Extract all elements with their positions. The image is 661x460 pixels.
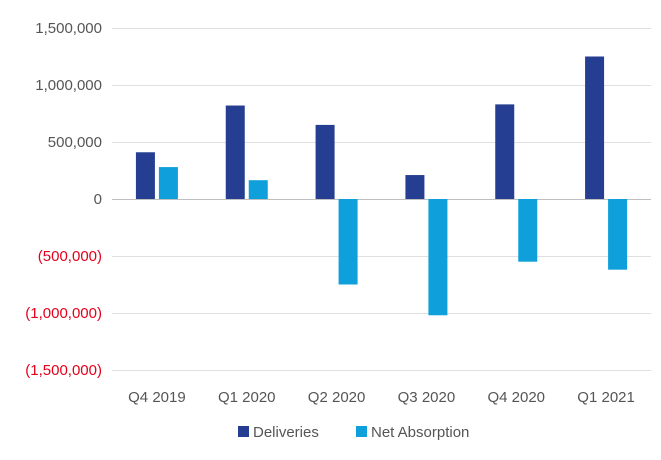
y-tick-label: 1,500,000 <box>35 20 102 37</box>
bars <box>135 56 628 316</box>
legend: Deliveries Net Absorption <box>238 424 469 441</box>
bar-deliveries-q1-2020 <box>225 105 245 199</box>
bar-deliveries-q4-2019 <box>135 152 155 199</box>
x-tick-label: Q1 2020 <box>218 389 276 406</box>
bar-deliveries-q3-2020 <box>405 175 425 199</box>
x-tick-label: Q3 2020 <box>398 389 456 406</box>
bar-net-absorption-q4-2019 <box>158 167 178 199</box>
bar-net-absorption-q3-2020 <box>428 199 448 316</box>
legend-label-net-absorption: Net Absorption <box>371 424 469 441</box>
legend-label-deliveries: Deliveries <box>253 424 319 441</box>
bar-deliveries-q1-2021 <box>585 56 605 199</box>
x-tick-label: Q4 2019 <box>128 389 186 406</box>
y-tick-label: 500,000 <box>48 134 102 151</box>
x-tick-label: Q4 2020 <box>487 389 545 406</box>
bar-deliveries-q2-2020 <box>315 124 335 199</box>
bar-net-absorption-q1-2021 <box>608 199 628 270</box>
x-tick-label: Q1 2021 <box>577 389 635 406</box>
bar-net-absorption-q2-2020 <box>338 199 358 285</box>
gridlines <box>112 28 651 371</box>
bar-net-absorption-q1-2020 <box>248 180 268 199</box>
legend-swatch-deliveries <box>238 426 249 437</box>
bar-deliveries-q4-2020 <box>495 104 515 199</box>
y-tick-label: (500,000) <box>38 248 102 265</box>
bar-net-absorption-q4-2020 <box>518 199 538 262</box>
y-tick-label: 1,000,000 <box>35 77 102 94</box>
y-tick-label: (1,500,000) <box>25 362 102 379</box>
x-tick-label: Q2 2020 <box>308 389 366 406</box>
y-axis-tick-labels: 1,500,000 1,000,000 500,000 0 (500,000) (1,00… <box>25 20 102 379</box>
y-tick-label: (1,000,000) <box>25 305 102 322</box>
y-tick-label: 0 <box>94 191 102 208</box>
legend-swatch-net-absorption <box>356 426 367 437</box>
x-axis-tick-labels: Q4 2019 Q1 2020 Q2 2020 Q3 2020 Q4 2020 Q1 20… <box>128 389 635 406</box>
